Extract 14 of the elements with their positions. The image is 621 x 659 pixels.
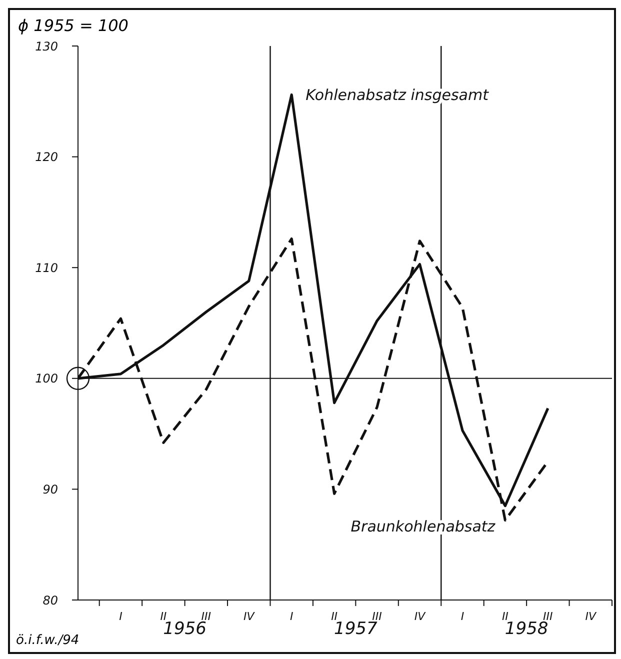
- x-tick-label: I: [460, 610, 464, 623]
- x-tick-label: IV: [414, 610, 427, 623]
- x-tick-label: I: [290, 610, 294, 623]
- x-tick-label: IV: [585, 610, 598, 623]
- text: ö.i.f.w./94: [16, 633, 80, 648]
- y-tick-label: 120: [35, 150, 58, 164]
- x-tick-label: I: [119, 610, 122, 623]
- y-tick-label: 90: [42, 482, 58, 496]
- y-axis-title: ϕ 1955 = 100: [18, 16, 128, 35]
- y-tick-label: 80: [42, 593, 58, 608]
- y-tick-label: 130: [35, 39, 58, 54]
- y-tick-label: 100: [35, 372, 58, 386]
- y-tick-label: 110: [35, 260, 58, 275]
- x-tick-label: IV: [243, 610, 256, 623]
